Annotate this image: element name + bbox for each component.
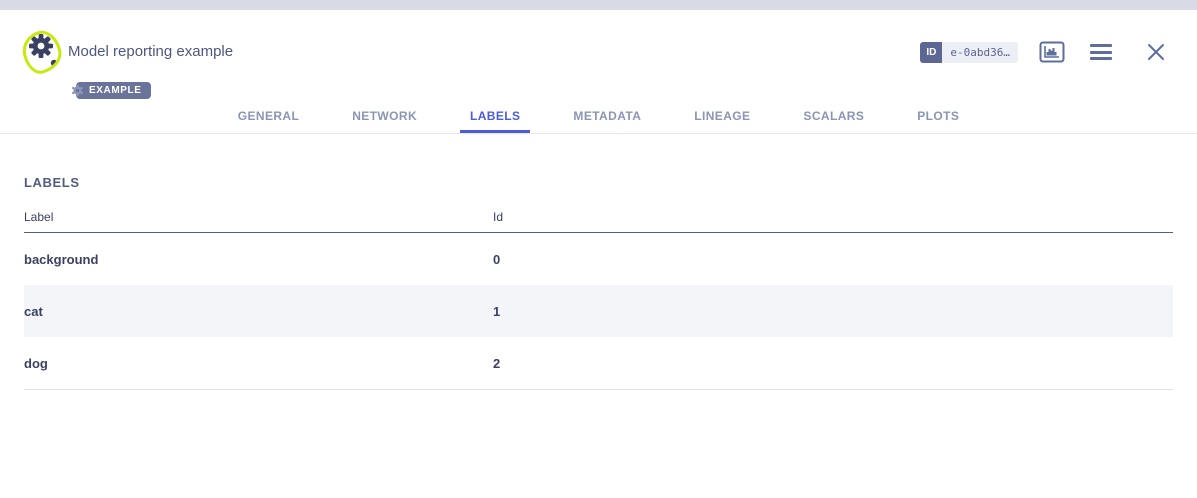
- page-title: Model reporting example: [68, 43, 234, 60]
- labels-tab-content: LABELS Label Id background 0 cat 1 dog 2: [0, 134, 1197, 390]
- table-body: background 0 cat 1 dog 2: [24, 233, 1173, 390]
- table-row[interactable]: dog 2: [24, 337, 1173, 389]
- plots-image-icon: [1039, 41, 1065, 63]
- detail-tabs: GENERAL NETWORK LABELS METADATA LINEAGE …: [0, 103, 1197, 134]
- column-header-id: Id: [493, 210, 504, 224]
- tab-general[interactable]: GENERAL: [228, 103, 309, 133]
- hamburger-menu-icon: [1090, 44, 1112, 47]
- model-gear-icon: [18, 27, 66, 77]
- id-tag: ID: [920, 41, 943, 63]
- gear-glyph: [29, 34, 58, 67]
- tab-network[interactable]: NETWORK: [342, 103, 427, 133]
- tab-metadata[interactable]: METADATA: [563, 103, 651, 133]
- table-row[interactable]: background 0: [24, 233, 1173, 285]
- id-value[interactable]: e-0abd36…: [942, 41, 1018, 63]
- close-icon: [1148, 44, 1164, 60]
- section-heading: LABELS: [24, 175, 80, 190]
- header: Model reporting example EXAMPLE ID: [0, 10, 1197, 103]
- id-cell: 0: [493, 251, 501, 267]
- table-header-row: Label Id: [24, 190, 1173, 233]
- close-button[interactable]: [1146, 42, 1166, 62]
- label-cell: cat: [24, 303, 43, 319]
- badge-gear-icon: [71, 84, 84, 97]
- column-header-label: Label: [24, 210, 54, 224]
- header-actions: ID e-0abd36…: [920, 41, 1166, 63]
- labels-table: Label Id background 0 cat 1 dog 2: [24, 190, 1173, 390]
- tab-scalars[interactable]: SCALARS: [793, 103, 874, 133]
- model-id-chip[interactable]: ID e-0abd36…: [920, 41, 1018, 63]
- id-cell: 2: [493, 355, 501, 371]
- tab-labels[interactable]: LABELS: [460, 103, 531, 133]
- label-cell: dog: [24, 355, 48, 371]
- top-status-strip: [0, 0, 1197, 10]
- label-cell: background: [24, 251, 99, 267]
- tab-lineage[interactable]: LINEAGE: [684, 103, 760, 133]
- plots-preview-button[interactable]: [1039, 41, 1065, 63]
- table-row[interactable]: cat 1: [24, 285, 1173, 337]
- example-badge-label: EXAMPLE: [89, 85, 142, 96]
- hamburger-menu-button[interactable]: [1089, 42, 1113, 62]
- tab-plots[interactable]: PLOTS: [907, 103, 969, 133]
- example-badge: EXAMPLE: [71, 82, 151, 99]
- id-cell: 1: [493, 303, 501, 319]
